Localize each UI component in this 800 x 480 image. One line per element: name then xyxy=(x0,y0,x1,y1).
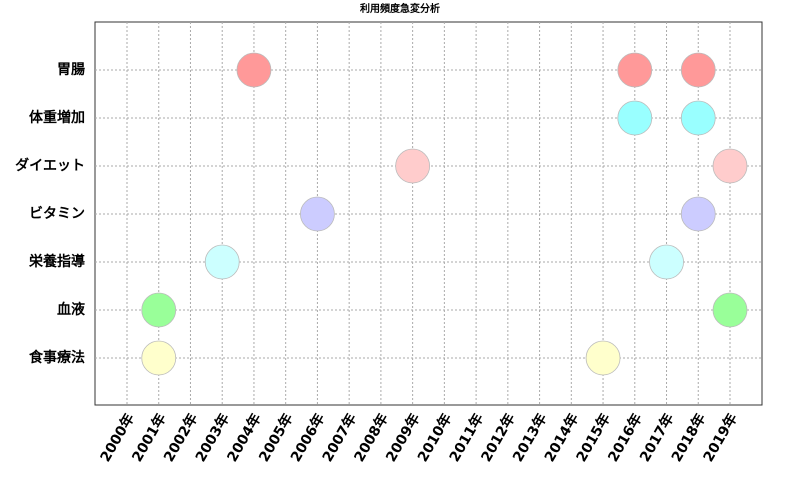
point xyxy=(236,52,272,88)
y-tick-label: 体重増加 xyxy=(29,109,85,126)
point xyxy=(585,340,621,376)
chart-title: 利用頻度急変分析 xyxy=(360,2,440,15)
point xyxy=(680,100,716,136)
point xyxy=(712,292,748,328)
point xyxy=(680,52,716,88)
y-tick-label: ダイエット xyxy=(15,157,85,174)
point xyxy=(204,244,240,280)
point xyxy=(395,148,431,184)
y-tick-label: 血液 xyxy=(57,301,86,318)
y-tick-label: 食事療法 xyxy=(29,349,85,366)
point xyxy=(141,340,177,376)
point xyxy=(141,292,177,328)
point xyxy=(712,148,748,184)
point xyxy=(680,196,716,232)
point xyxy=(649,244,684,280)
point xyxy=(617,100,653,136)
y-tick-label: ビタミン xyxy=(29,206,85,222)
point xyxy=(617,52,653,88)
y-tick-label: 栄養指導 xyxy=(28,253,85,270)
y-tick-label: 胃腸 xyxy=(57,61,85,78)
point xyxy=(300,196,335,232)
